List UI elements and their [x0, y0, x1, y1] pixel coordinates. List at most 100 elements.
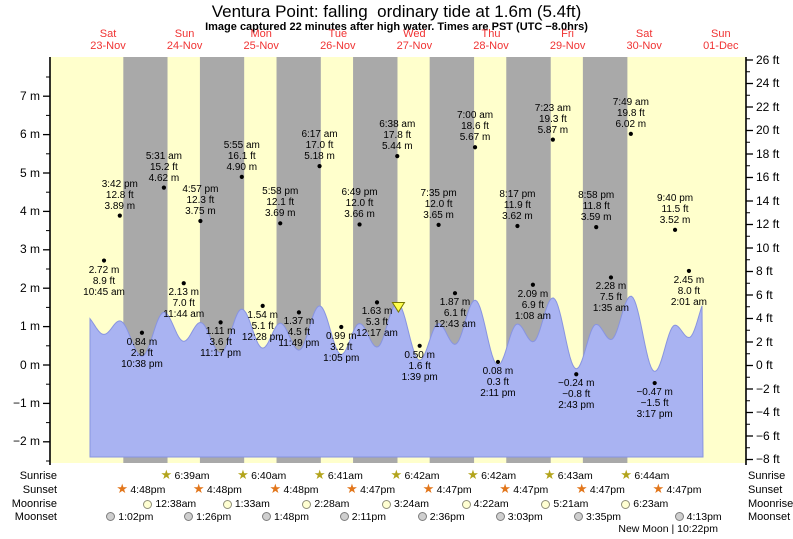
sunrise-row-label-left: Sunrise	[19, 469, 57, 482]
tide-event-annotation: 6:49 pm 12.0 ft 3.66 m	[341, 187, 378, 221]
moonset-time: 1:02pm	[118, 510, 154, 523]
tide-event-dot	[686, 268, 692, 274]
moon-phase-label: New Moon | 10:22pm	[618, 523, 718, 535]
moonset-row-label-right: Moonset	[748, 510, 791, 523]
sunrise-time: 6:42am	[481, 469, 517, 482]
moonset-time: 1:48pm	[273, 510, 309, 523]
tide-event-dot	[652, 380, 657, 386]
sunrise-time: 6:43am	[557, 469, 593, 482]
tide-event-dot	[374, 300, 380, 305]
moonrise-icon	[302, 499, 312, 509]
right-axis-label: 2 ft	[756, 334, 773, 349]
sunrise-icon: ★	[390, 466, 403, 482]
left-axis-label: 6 m	[19, 127, 40, 142]
right-axis-label: 16 ft	[756, 170, 780, 184]
moonrise-row-label-left: Moonrise	[11, 498, 57, 510]
tide-event-annotation: 0.84 m 2.8 ft 10:38 pm	[121, 336, 163, 370]
tide-event-annotation: 2.13 m 7.0 ft 11:44 am	[163, 287, 205, 321]
sunset-icon: ★	[116, 481, 128, 496]
tide-event-dot	[260, 303, 265, 308]
tide-event-annotation: 7:23 am 19.3 ft 5.87 m	[534, 102, 571, 136]
sunrise-icon: ★	[543, 466, 556, 482]
sunrise-row-label-right: Sunrise	[748, 469, 786, 482]
chart-subtitle: Image captured 22 minutes after high wat…	[205, 21, 588, 33]
tide-event-annotation: 2.28 m 7.5 ft 1:35 am	[592, 281, 630, 315]
tide-event-annotation: 0.50 m 1.6 ft 1:39 pm	[401, 349, 438, 383]
tide-event-annotation: 2.72 m 8.9 ft 10:45 am	[83, 264, 125, 298]
tide-event-annotation: 7:35 pm 12.0 ft 3.65 m	[420, 187, 457, 221]
right-axis-label: 26 ft	[756, 52, 780, 67]
right-axis-label: 22 ft	[756, 99, 780, 114]
day-label: Wed 27-Nov	[396, 28, 433, 52]
moonrise-time: 6:23am	[633, 498, 669, 510]
tide-event-dot	[339, 324, 344, 330]
moonset-icon	[495, 512, 505, 521]
right-axis-label: 14 ft	[756, 193, 780, 208]
sunset-icon: ★	[422, 481, 435, 496]
tide-event-annotation: 1.11 m 3.6 ft 11:17 pm	[200, 326, 242, 360]
right-axis-label: 10 ft	[756, 240, 780, 255]
sunrise-time: 6:40am	[251, 469, 287, 482]
tide-event-dot	[515, 223, 520, 229]
tide-event-dot	[628, 131, 633, 136]
moonset-icon	[417, 512, 427, 521]
tide-event-dot	[278, 221, 283, 226]
tide-event-annotation: 8:17 pm 11.9 ft 3.62 m	[499, 188, 536, 222]
sunrise-time: 6:42am	[404, 469, 440, 482]
moonrise-icon	[461, 499, 471, 509]
sunrise-icon: ★	[313, 466, 326, 482]
sunset-icon: ★	[575, 481, 588, 496]
sunset-time: 4:47pm	[589, 484, 625, 496]
sunset-icon: ★	[192, 481, 205, 496]
moonrise-time: 1:33am	[234, 498, 270, 510]
sunset-icon: ★	[499, 481, 511, 496]
tide-event-annotation: 7:49 am 19.8 ft 6.02 m	[612, 96, 649, 130]
right-axis-label: 8 ft	[756, 264, 773, 278]
tide-event-annotation: 0.99 m 3.2 ft 1:05 pm	[323, 330, 360, 364]
tide-event-annotation: 5:55 am 16.1 ft 4.90 m	[223, 139, 260, 173]
day-label: Sun 01-Dec	[703, 28, 739, 52]
sunset-time: 4:47pm	[513, 484, 549, 496]
tide-event-dot	[161, 185, 167, 190]
sunset-time: 4:48pm	[130, 484, 166, 496]
right-axis-label: 20 ft	[756, 123, 780, 137]
right-axis-label: −2 ft	[756, 381, 780, 396]
tide-event-annotation: 5:31 am 15.2 ft 4.62 m	[145, 150, 182, 184]
tide-event-dot	[495, 359, 501, 365]
left-axis-label: 1 m	[19, 319, 40, 334]
right-axis-label: −8 ft	[756, 452, 780, 466]
sunset-time: 4:48pm	[206, 484, 242, 496]
tide-event-annotation: 1.37 m 4.5 ft 11:49 pm	[278, 316, 320, 350]
moonset-row-label-left: Moonset	[14, 510, 57, 523]
left-axis-label: 7 m	[19, 88, 40, 103]
tide-event-annotation: 9:40 pm 11.5 ft 3.52 m	[656, 192, 694, 226]
tide-event-annotation: 3:42 pm 12.8 ft 3.89 m	[101, 178, 138, 212]
chart-title: Ventura Point: falling ordinary tide at …	[211, 2, 582, 21]
tide-event-dot	[239, 174, 244, 179]
sunrise-time: 6:39am	[174, 469, 210, 482]
sunrise-time: 6:41am	[327, 469, 363, 482]
tide-event-dot	[530, 282, 536, 287]
tide-event-annotation: 2.45 m 8.0 ft 2:01 am	[670, 274, 707, 308]
moonrise-time: 2:28am	[314, 498, 350, 510]
tide-event-dot	[550, 137, 555, 142]
day-label: Fri 29-Nov	[549, 28, 586, 52]
tide-event-dot	[395, 154, 400, 159]
sunset-row-label-left: Sunset	[22, 484, 57, 496]
moonset-icon	[674, 512, 684, 521]
tide-event-dot	[218, 320, 223, 325]
tide-event-dot	[594, 225, 599, 230]
sunset-icon: ★	[269, 481, 282, 496]
moonrise-time: 3:24am	[393, 498, 429, 510]
moonrise-time: 5:21am	[553, 498, 589, 510]
left-axis-label: 2 m	[19, 280, 40, 295]
sunset-time: 4:47pm	[436, 484, 472, 496]
tide-event-annotation: 5:58 pm 12.1 ft 3.69 m	[262, 186, 299, 220]
left-axis-label: 4 m	[19, 203, 40, 218]
tide-event-dot	[608, 275, 614, 280]
tide-event-annotation: −0.47 m −1.5 ft 3:17 pm	[636, 387, 673, 421]
tide-event-dot	[317, 163, 322, 169]
moonrise-icon	[621, 499, 631, 509]
tide-event-dot	[117, 213, 122, 218]
tide-event-annotation: 1.87 m 6.1 ft 12:43 am	[434, 297, 476, 331]
